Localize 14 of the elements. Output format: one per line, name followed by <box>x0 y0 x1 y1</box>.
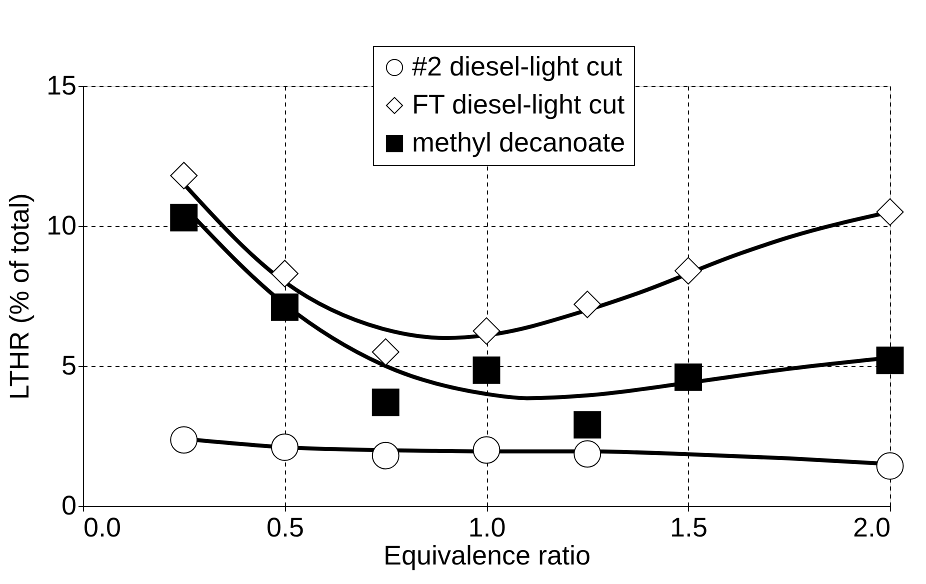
y-tick-label: 10 <box>46 210 76 240</box>
x-tick-label: 0.0 <box>84 512 122 542</box>
x-tick-label: 0.5 <box>266 512 304 542</box>
y-axis-title: LTHR (% of total) <box>4 193 34 400</box>
y-tick-label: 15 <box>46 70 76 100</box>
y-tick-label: 5 <box>61 350 76 380</box>
x-tick-label: 1.0 <box>468 512 506 542</box>
y-tick-label: 0 <box>61 490 76 520</box>
legend-label: #2 diesel-light cut <box>412 52 623 82</box>
legend-label: methyl decanoate <box>412 128 626 158</box>
legend-label: FT diesel-light cut <box>412 90 626 120</box>
x-tick-label: 1.5 <box>670 512 708 542</box>
x-axis-title: Equivalence ratio <box>383 540 591 570</box>
x-tick-label: 2.0 <box>852 512 890 542</box>
